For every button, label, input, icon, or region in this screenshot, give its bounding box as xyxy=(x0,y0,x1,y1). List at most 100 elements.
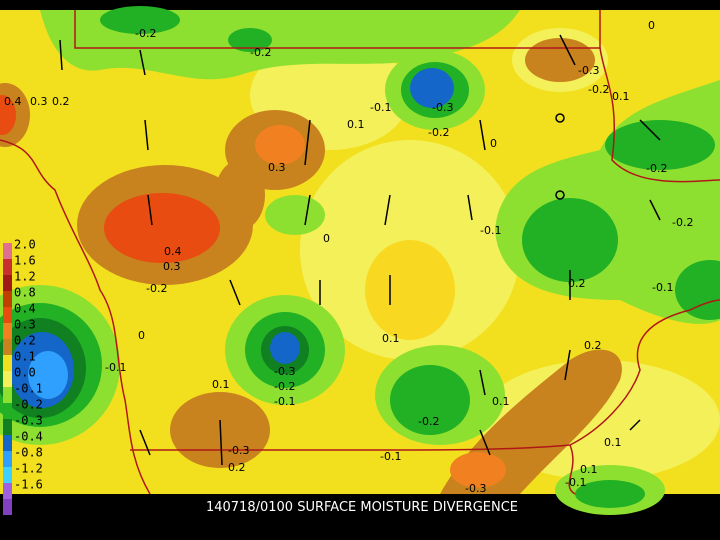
legend-label: 0.8 xyxy=(14,286,36,300)
legend-label: -0.1 xyxy=(14,382,43,396)
contour-label: -0.1 xyxy=(105,361,126,374)
legend-swatch xyxy=(3,371,12,387)
contour-label: 0.3 xyxy=(163,260,181,273)
legend-label: -1.6 xyxy=(14,478,43,492)
contour-labels: -0.2 -0.2 0 -0.3 -0.2 0.1 0.4 0.3 0.2 -0… xyxy=(4,19,693,495)
contour-label: -0.2 xyxy=(646,162,667,175)
border xyxy=(0,139,151,495)
contour-label: -0.2 xyxy=(672,216,693,229)
contour-label: -0.1 xyxy=(652,281,673,294)
contour-label: 0.1 xyxy=(604,436,622,449)
legend-swatch xyxy=(3,275,12,291)
legend-label: 0.2 xyxy=(14,334,36,348)
contour-label: -0.2 xyxy=(135,27,156,40)
legend-label: 2.0 xyxy=(14,238,36,252)
blue-zone xyxy=(270,332,300,364)
contour-label: -0.3 xyxy=(465,482,486,495)
legend-label: 0.4 xyxy=(14,302,36,316)
contour-label: -0.1 xyxy=(274,395,295,408)
legend-swatch xyxy=(3,451,12,467)
contour-label: 0 xyxy=(138,329,145,342)
caption: 140718/0100 SURFACE MOISTURE DIVERGENCE xyxy=(206,500,518,515)
contour-label: 0.4 xyxy=(4,95,22,108)
legend-label: -0.2 xyxy=(14,398,43,412)
legend-label: 1.2 xyxy=(14,270,36,284)
contour-label: -0.2 xyxy=(146,282,167,295)
green-zone xyxy=(575,480,645,508)
legend-label: -1.2 xyxy=(14,462,43,476)
field xyxy=(0,6,720,515)
red-zone xyxy=(104,193,220,263)
legend-swatch xyxy=(3,499,12,515)
contour-label: 0.3 xyxy=(30,95,48,108)
contour-label: -0.3 xyxy=(274,365,295,378)
legend-swatch xyxy=(3,323,12,339)
contour-label: -0.1 xyxy=(380,450,401,463)
legend-swatch xyxy=(3,307,12,323)
legend-swatch xyxy=(3,291,12,307)
green-zone xyxy=(390,365,470,435)
orange-zone xyxy=(255,125,305,165)
brown-zone xyxy=(215,160,265,230)
contour-label: -0.2 xyxy=(274,380,295,393)
legend-label: -0.4 xyxy=(14,430,43,444)
green-zone xyxy=(228,28,272,52)
contour-label: -0.2 xyxy=(428,126,449,139)
legend-label: -0.8 xyxy=(14,446,43,460)
legend-swatch xyxy=(3,419,12,435)
contour-label: 0.1 xyxy=(382,332,400,345)
contour-label: -0.2 xyxy=(250,46,271,59)
contour-label: 0 xyxy=(490,137,497,150)
contour-label: 0.4 xyxy=(164,245,182,258)
legend-label: 0.3 xyxy=(14,318,36,332)
blue-zone xyxy=(410,68,454,108)
legend-label: -2.0 xyxy=(14,494,43,508)
wind-barbs xyxy=(59,34,661,466)
legend-label: 1.6 xyxy=(14,254,36,268)
green-zone xyxy=(675,260,720,320)
contour-label: 0.3 xyxy=(268,161,286,174)
green-zone xyxy=(605,120,715,170)
legend-swatch xyxy=(3,387,12,403)
contour-label: 0.2 xyxy=(584,339,602,352)
legend-label: 0.0 xyxy=(14,366,36,380)
contour-label: 0.1 xyxy=(612,90,630,103)
legend-swatch xyxy=(3,355,12,371)
contour-label: -0.3 xyxy=(578,64,599,77)
border xyxy=(130,299,720,451)
legend-swatch xyxy=(3,339,12,355)
legend-swatch xyxy=(3,435,12,451)
legend-swatch xyxy=(3,483,12,499)
brown-zone xyxy=(525,38,595,82)
contour-label: 0.1 xyxy=(580,463,598,476)
contour-label: 0.2 xyxy=(52,95,70,108)
station-marker xyxy=(555,190,565,200)
contour-label: 0 xyxy=(323,232,330,245)
legend: 2.0 1.6 1.2 0.8 0.4 0.3 0.2 0.1 0.0 -0.1 -0.2 -0.3 -… xyxy=(3,238,43,515)
legend-swatch xyxy=(3,467,12,483)
contour-label: -0.1 xyxy=(480,224,501,237)
contour-label: -0.2 xyxy=(418,415,439,428)
contour-label: 0.2 xyxy=(568,277,586,290)
contour-label: 0.1 xyxy=(492,395,510,408)
legend-label: 0.1 xyxy=(14,350,36,364)
legend-swatch xyxy=(3,403,12,419)
contour-label: -0.3 xyxy=(432,101,453,114)
contour-label: -0.1 xyxy=(565,476,586,489)
station-marker xyxy=(555,113,565,123)
barb xyxy=(59,34,661,466)
contour-label: 0.1 xyxy=(347,118,365,131)
contour-label: -0.1 xyxy=(370,101,391,114)
contour-label: 0.1 xyxy=(212,378,230,391)
legend-label: -0.3 xyxy=(14,414,43,428)
contour-label: -0.3 xyxy=(228,444,249,457)
contour-label: -0.2 xyxy=(588,83,609,96)
green-zone xyxy=(522,198,618,282)
legend-swatch xyxy=(3,259,12,275)
red-zone xyxy=(0,95,16,135)
orange-zone xyxy=(450,452,506,488)
green-zone xyxy=(265,195,325,235)
green-zone xyxy=(100,6,180,34)
